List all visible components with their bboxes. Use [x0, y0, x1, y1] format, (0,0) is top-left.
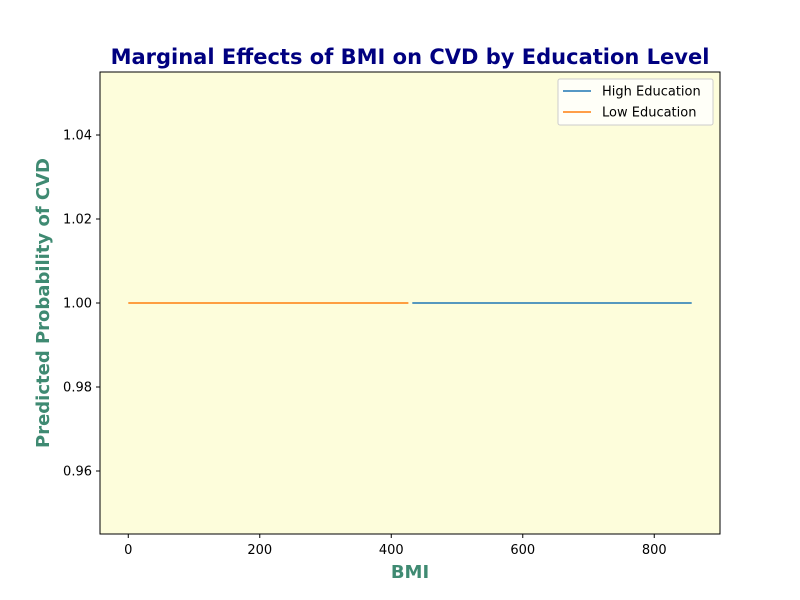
x-tick-label: 200 — [247, 543, 272, 558]
y-tick-label: 1.00 — [63, 297, 92, 312]
legend-label: Low Education — [602, 106, 696, 121]
y-tick-label: 0.98 — [63, 381, 92, 396]
x-tick-label: 600 — [510, 543, 535, 558]
x-tick-label: 800 — [642, 543, 667, 558]
y-axis-label: Predicted Probability of CVD — [33, 158, 54, 448]
y-tick-label: 1.04 — [63, 129, 92, 144]
legend-box — [557, 78, 714, 126]
chart-title: Marginal Effects of BMI on CVD by Educat… — [111, 45, 710, 69]
x-tick-label: 0 — [124, 543, 132, 558]
y-tick-label: 1.02 — [63, 213, 92, 228]
legend-label: High Education — [602, 85, 701, 100]
x-axis: 0 200 400 600 800 — [124, 534, 667, 558]
legend: High Education Low Education — [557, 78, 714, 126]
y-tick-label: 0.96 — [63, 465, 92, 480]
x-axis-label: BMI — [391, 562, 429, 583]
x-tick-label: 400 — [379, 543, 404, 558]
y-axis: 0.96 0.98 1.00 1.02 1.04 — [63, 129, 100, 480]
